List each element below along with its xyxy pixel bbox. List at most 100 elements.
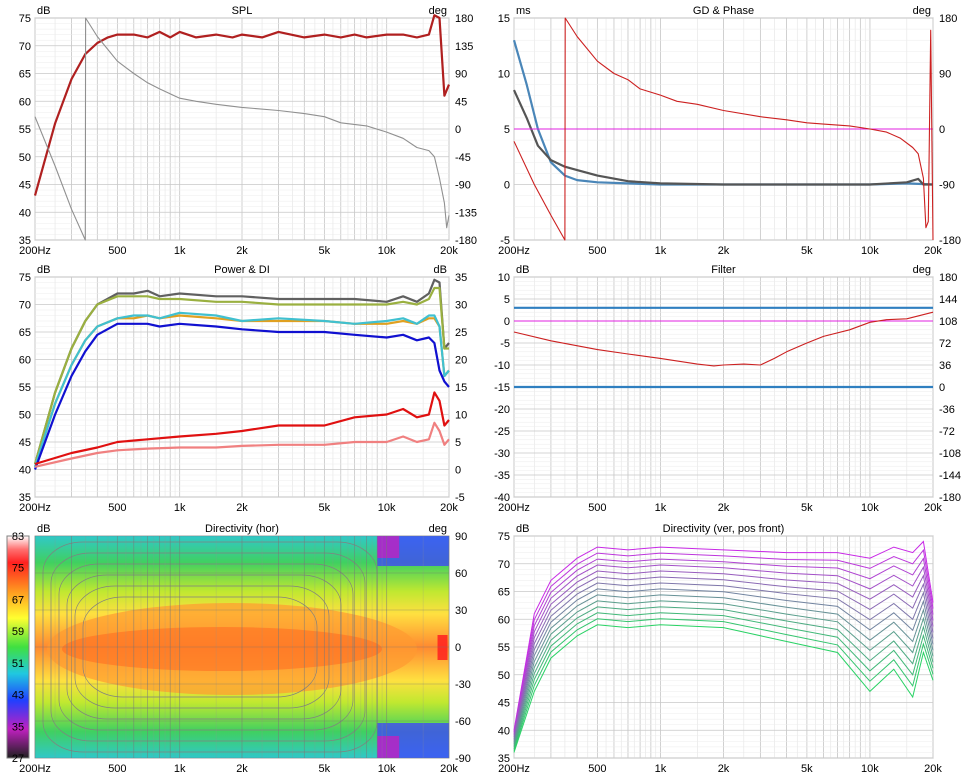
series-line-di_pink [34, 421, 450, 468]
heatmap-center [62, 627, 382, 671]
y2-tick-label: 45 [455, 96, 467, 108]
x-tick-label: 2k [236, 502, 248, 514]
y2-tick-label: 15 [455, 382, 467, 394]
vertical-offaxis-curve [513, 540, 934, 731]
y-tick-label: 45 [19, 437, 31, 449]
y-tick-label: 75 [19, 272, 31, 284]
y2-tick-label: 60 [455, 568, 467, 580]
y-tick-label: -5 [500, 338, 510, 350]
y2-tick-label: 144 [939, 294, 957, 306]
x-tick-label: 1k [174, 245, 186, 257]
panel-title: GD & Phase [693, 5, 754, 17]
vertical-offaxis-curve [513, 548, 934, 733]
y-tick-label: 10 [498, 69, 510, 81]
y2-tick-label: 90 [939, 69, 951, 81]
colorbar-tick: 67 [12, 594, 24, 606]
y2-tick-label: -60 [455, 716, 471, 728]
x-tick-label: 1k [655, 245, 667, 257]
x-tick-label: 10k [378, 502, 396, 514]
x-tick-label: 1k [174, 763, 186, 775]
x-tick-label: 500 [108, 245, 126, 257]
x-tick-label: 1k [174, 502, 186, 514]
y-tick-label: 10 [498, 272, 510, 284]
x-tick-label: 5k [801, 245, 813, 257]
unit-right-label: dB [434, 264, 447, 276]
panel-spl: 75 70 65 60 55 50 45 40 35 180 135 90 45 0 -45 -90 -135 -… [19, 5, 477, 257]
y2-tick-label: -180 [939, 492, 961, 504]
y2-tick-label: 0 [455, 124, 461, 136]
unit-right-label: deg [429, 5, 447, 17]
y-tick-label: 75 [498, 531, 510, 543]
x-tick-label: 2k [718, 245, 730, 257]
x-tick-label: 10k [378, 245, 396, 257]
vertical-offaxis-curve [513, 624, 934, 753]
y-tick-label: 65 [498, 587, 510, 599]
y2-tick-label: -5 [455, 492, 465, 504]
y-tick-label: -30 [494, 448, 510, 460]
colorbar-tick: 27 [12, 753, 24, 765]
series-line-power_blue [33, 322, 450, 470]
y-tick-label: 35 [19, 492, 31, 504]
y2-tick-label: 0 [939, 382, 945, 394]
unit-right-label: deg [913, 5, 931, 17]
series-line-power_cyan [33, 311, 450, 468]
y2-tick-label: 0 [455, 465, 461, 477]
y2-tick-label: 10 [455, 410, 467, 422]
y2-tick-label: 20 [455, 355, 467, 367]
vertical-offaxis-curve [513, 600, 934, 746]
y-tick-label: 0 [504, 316, 510, 328]
y2-tick-label: 180 [455, 13, 473, 25]
x-tick-label: 200Hz [19, 502, 51, 514]
y2-tick-label: -90 [455, 180, 471, 192]
colorbar-tick: 35 [12, 721, 24, 733]
y2-tick-label: 0 [939, 124, 945, 136]
y-tick-label: 0 [504, 180, 510, 192]
contour-line [82, 596, 318, 698]
y2-tick-label: 5 [455, 437, 461, 449]
y-tick-label: 70 [19, 41, 31, 53]
y-tick-label: 70 [19, 300, 31, 312]
unit-right-label: deg [913, 264, 931, 276]
panel-title: Filter [711, 264, 736, 276]
vertical-offaxis-curve [513, 576, 934, 739]
x-tick-label: 20k [924, 502, 942, 514]
y-tick-label: 15 [498, 13, 510, 25]
y-tick-label: -40 [494, 492, 510, 504]
contour-line [74, 585, 330, 709]
y-tick-label: 35 [19, 235, 31, 247]
y-tick-label: 40 [19, 465, 31, 477]
x-tick-label: 10k [378, 763, 396, 775]
x-tick-label: 10k [861, 502, 879, 514]
x-tick-label: 20k [924, 245, 942, 257]
unit-right-label: deg [429, 523, 447, 535]
x-tick-label: 5k [801, 502, 813, 514]
panel-title: Directivity (ver, pos front) [663, 523, 785, 535]
y2-tick-label: 0 [455, 642, 461, 654]
y-tick-label: 60 [19, 96, 31, 108]
y-tick-label: 70 [498, 559, 510, 571]
y2-tick-label: 135 [455, 41, 473, 53]
series-line-phase_grey [34, 17, 450, 241]
x-tick-label: 200Hz [498, 763, 530, 775]
y-tick-label: 40 [498, 725, 510, 737]
x-tick-label: 5k [319, 245, 331, 257]
colorbar-tick: 43 [12, 690, 24, 702]
colorbar-tick: 83 [12, 531, 24, 543]
heatmap-corner-bottom [377, 736, 400, 758]
x-tick-label: 20k [924, 763, 942, 775]
x-tick-label: 200Hz [19, 245, 51, 257]
y-tick-label: 45 [498, 698, 510, 710]
x-tick-label: 1k [655, 763, 667, 775]
y-tick-label: -10 [494, 360, 510, 372]
vertical-offaxis-curve [513, 570, 934, 738]
y-tick-label: 65 [19, 69, 31, 81]
x-tick-label: 2k [236, 245, 248, 257]
y2-tick-label: 108 [939, 316, 957, 328]
y-tick-label: 45 [19, 180, 31, 192]
contour-line [50, 552, 366, 742]
unit-left-label: dB [516, 523, 529, 535]
x-tick-label: 500 [108, 763, 126, 775]
